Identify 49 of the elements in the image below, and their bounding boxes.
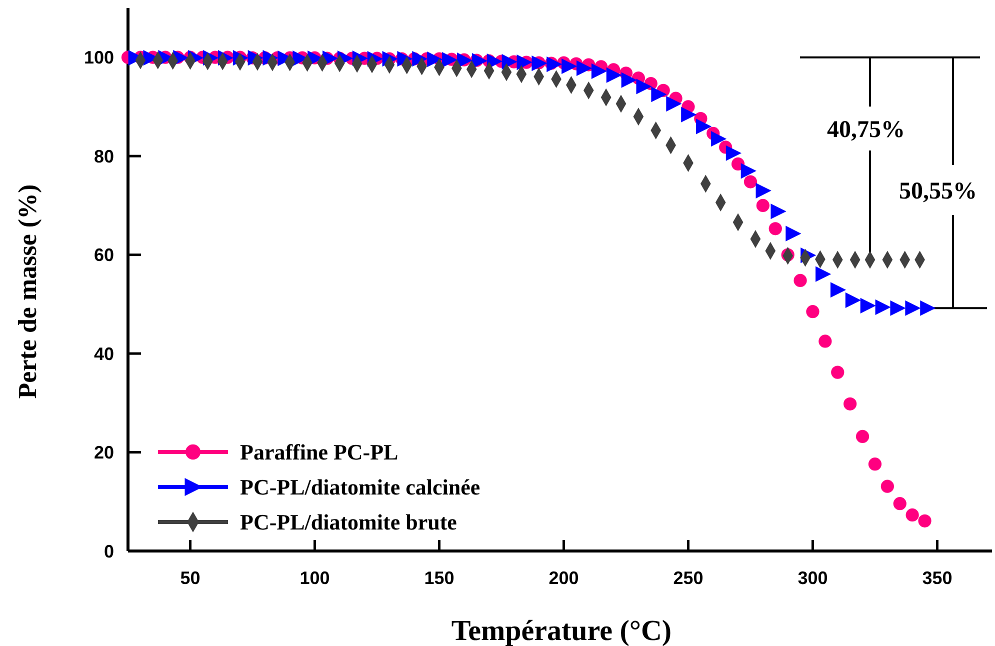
x-tick-label: 250 xyxy=(673,568,704,588)
x-tick-label: 200 xyxy=(548,568,579,588)
point xyxy=(546,56,562,72)
point xyxy=(770,204,786,220)
point xyxy=(905,300,921,316)
point xyxy=(756,182,772,198)
y-tick-label: 100 xyxy=(84,48,114,68)
annotation: 50,55% xyxy=(899,178,977,204)
y-tick-label: 40 xyxy=(94,344,114,364)
x-axis-title: Température (°C) xyxy=(451,615,672,646)
point xyxy=(726,145,742,161)
x-tick-label: 50 xyxy=(180,568,200,588)
point xyxy=(591,63,608,79)
point xyxy=(606,67,622,83)
x-tick-label: 300 xyxy=(798,568,828,588)
point xyxy=(666,96,682,112)
point xyxy=(427,52,443,68)
point xyxy=(621,72,637,88)
x-tick-label: 150 xyxy=(424,568,454,588)
x-tick-label: 100 xyxy=(300,568,330,588)
point xyxy=(875,299,891,315)
legend-label: Paraffine PC-PL xyxy=(240,440,398,465)
y-axis-title: Perte de masse (%) xyxy=(13,184,42,399)
point xyxy=(710,131,727,147)
point xyxy=(502,54,518,70)
annotation: 40,75% xyxy=(826,116,905,143)
point xyxy=(651,86,667,102)
point xyxy=(830,282,846,298)
point xyxy=(816,266,832,282)
legend-label: PC-PL/diatomite brute xyxy=(240,510,458,535)
point xyxy=(636,78,652,94)
point xyxy=(786,226,802,242)
point xyxy=(516,54,532,70)
point xyxy=(576,60,592,76)
y-tick-label: 0 xyxy=(104,541,114,562)
point xyxy=(890,300,906,316)
y-tick-label: 80 xyxy=(94,146,114,166)
point xyxy=(696,118,712,134)
point xyxy=(442,52,458,68)
point xyxy=(740,163,756,179)
point xyxy=(681,106,697,122)
y-tick-label: 60 xyxy=(94,245,114,266)
x-tick-label: 350 xyxy=(922,568,952,588)
point xyxy=(920,300,936,316)
legend-label: PC-PL/diatomite calcinée xyxy=(240,474,480,500)
point xyxy=(845,292,862,308)
point xyxy=(562,58,578,74)
y-tick-label: 20 xyxy=(94,442,114,463)
point xyxy=(860,298,876,314)
